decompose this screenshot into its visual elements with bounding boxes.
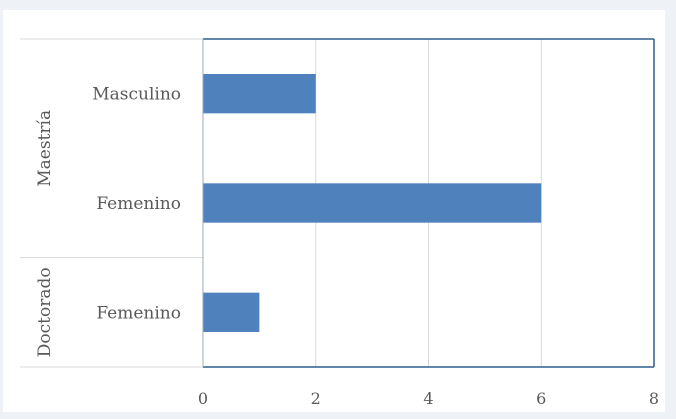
labels: 0 2 4 6 8 Masculino Femenino Maestría Femenino Do… [35, 85, 659, 408]
plot-frame [20, 38, 655, 368]
x-tick-label: 4 [423, 389, 433, 408]
x-tick-label: 2 [311, 389, 321, 408]
group-label: Doctorado [35, 267, 55, 357]
bar [203, 183, 542, 223]
bars [203, 73, 542, 333]
category-label: Masculino [92, 85, 181, 105]
bar [203, 73, 316, 114]
x-tick-label: 0 [198, 389, 208, 408]
bar [203, 292, 260, 333]
group-label: Maestría [35, 110, 55, 187]
category-label: Femenino [96, 194, 181, 214]
category-label: Femenino [96, 303, 181, 323]
x-tick-label: 6 [536, 389, 546, 408]
x-tick-label: 8 [649, 389, 659, 408]
